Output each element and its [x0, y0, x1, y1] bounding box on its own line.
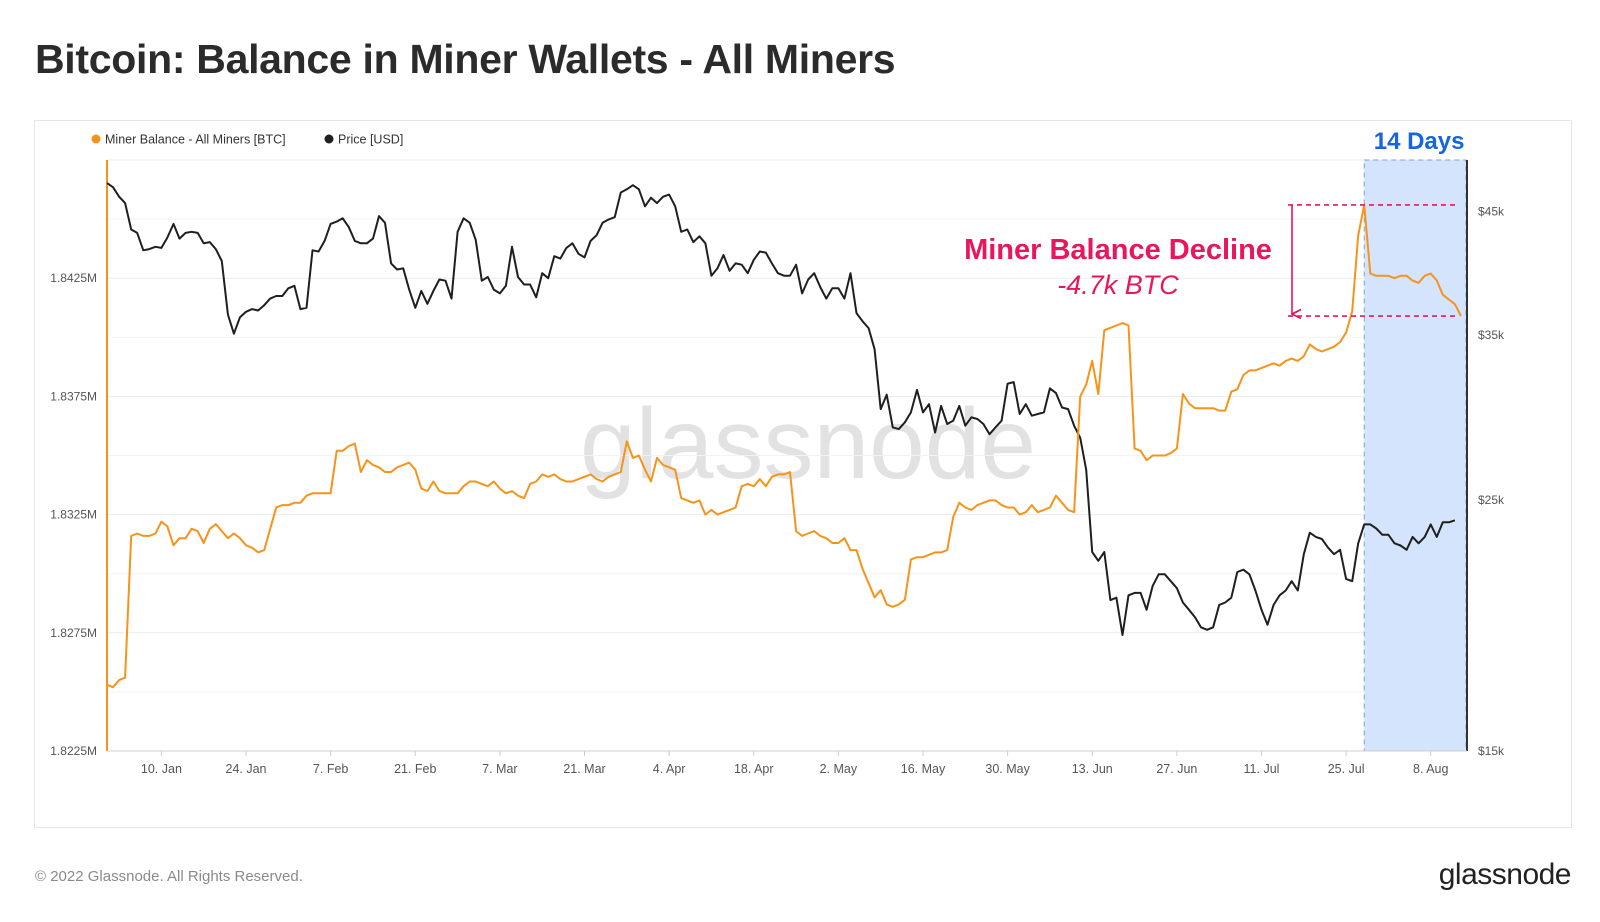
x-tick-label: 16. May — [901, 762, 946, 776]
annotation-title: Miner Balance Decline — [964, 234, 1272, 266]
y-axis-right: $15k $25k $35k $45k — [1466, 160, 1505, 758]
annotation-value: -4.7k BTC — [1057, 270, 1179, 300]
x-tick-label: 30. May — [985, 762, 1030, 776]
y-tick-label-right: $45k — [1478, 205, 1505, 219]
page-title: Bitcoin: Balance in Miner Wallets - All … — [35, 36, 896, 82]
series-line-price — [106, 182, 1456, 636]
legend-marker-price — [324, 134, 334, 144]
x-tick-label: 21. Feb — [394, 762, 436, 776]
legend: Miner Balance - All Miners [BTC] Price [… — [91, 133, 403, 147]
x-tick-label: 7. Feb — [313, 762, 348, 776]
highlight-region — [1363, 159, 1467, 752]
x-tick-label: 25. Jul — [1328, 762, 1365, 776]
brand-logo: glassnode — [1438, 858, 1572, 891]
x-tick-label: 27. Jun — [1156, 762, 1197, 776]
y-tick-label-right: $15k — [1478, 744, 1505, 758]
y-tick-label-left: 1.8325M — [50, 508, 97, 522]
decline-annotation: Miner Balance Decline -4.7k BTC — [964, 204, 1458, 316]
x-axis: 10. Jan 24. Jan 7. Feb 21. Feb 7. Mar 21. Mar… — [107, 750, 1467, 776]
x-tick-label: 10. Jan — [141, 762, 182, 776]
y-tick-label-left: 1.8225M — [50, 744, 97, 758]
watermark: glassnode — [580, 388, 1036, 500]
x-tick-label: 21. Mar — [563, 762, 605, 776]
x-tick-label: 2. May — [820, 762, 858, 776]
y-tick-label-left: 1.8275M — [50, 626, 97, 640]
x-tick-label: 13. Jun — [1072, 762, 1113, 776]
y-tick-label-right: $35k — [1478, 328, 1505, 342]
chart-frame — [34, 120, 1572, 828]
series-line-miner-balance — [106, 203, 1462, 689]
legend-label-miner-balance: Miner Balance - All Miners [BTC] — [105, 133, 286, 147]
x-tick-label: 24. Jan — [226, 762, 267, 776]
x-tick-label: 4. Apr — [653, 762, 686, 776]
x-tick-label: 7. Mar — [482, 762, 517, 776]
y-tick-label-left: 1.8425M — [50, 271, 97, 285]
x-tick-label: 11. Jul — [1244, 762, 1280, 776]
legend-label-price: Price [USD] — [338, 133, 403, 147]
x-tick-label: 8. Aug — [1413, 762, 1448, 776]
copyright-text: © 2022 Glassnode. All Rights Reserved. — [35, 868, 303, 885]
highlight-label: 14 Days — [1374, 128, 1465, 155]
y-tick-label-right: $25k — [1478, 493, 1505, 507]
legend-marker-miner-balance — [91, 134, 101, 144]
y-tick-label-left: 1.8375M — [50, 389, 97, 403]
highlight-window: 14 Days — [1363, 128, 1467, 752]
x-tick-label: 18. Apr — [734, 762, 774, 776]
y-axis-left: 1.8225M 1.8275M 1.8325M 1.8375M 1.8425M — [50, 160, 108, 758]
